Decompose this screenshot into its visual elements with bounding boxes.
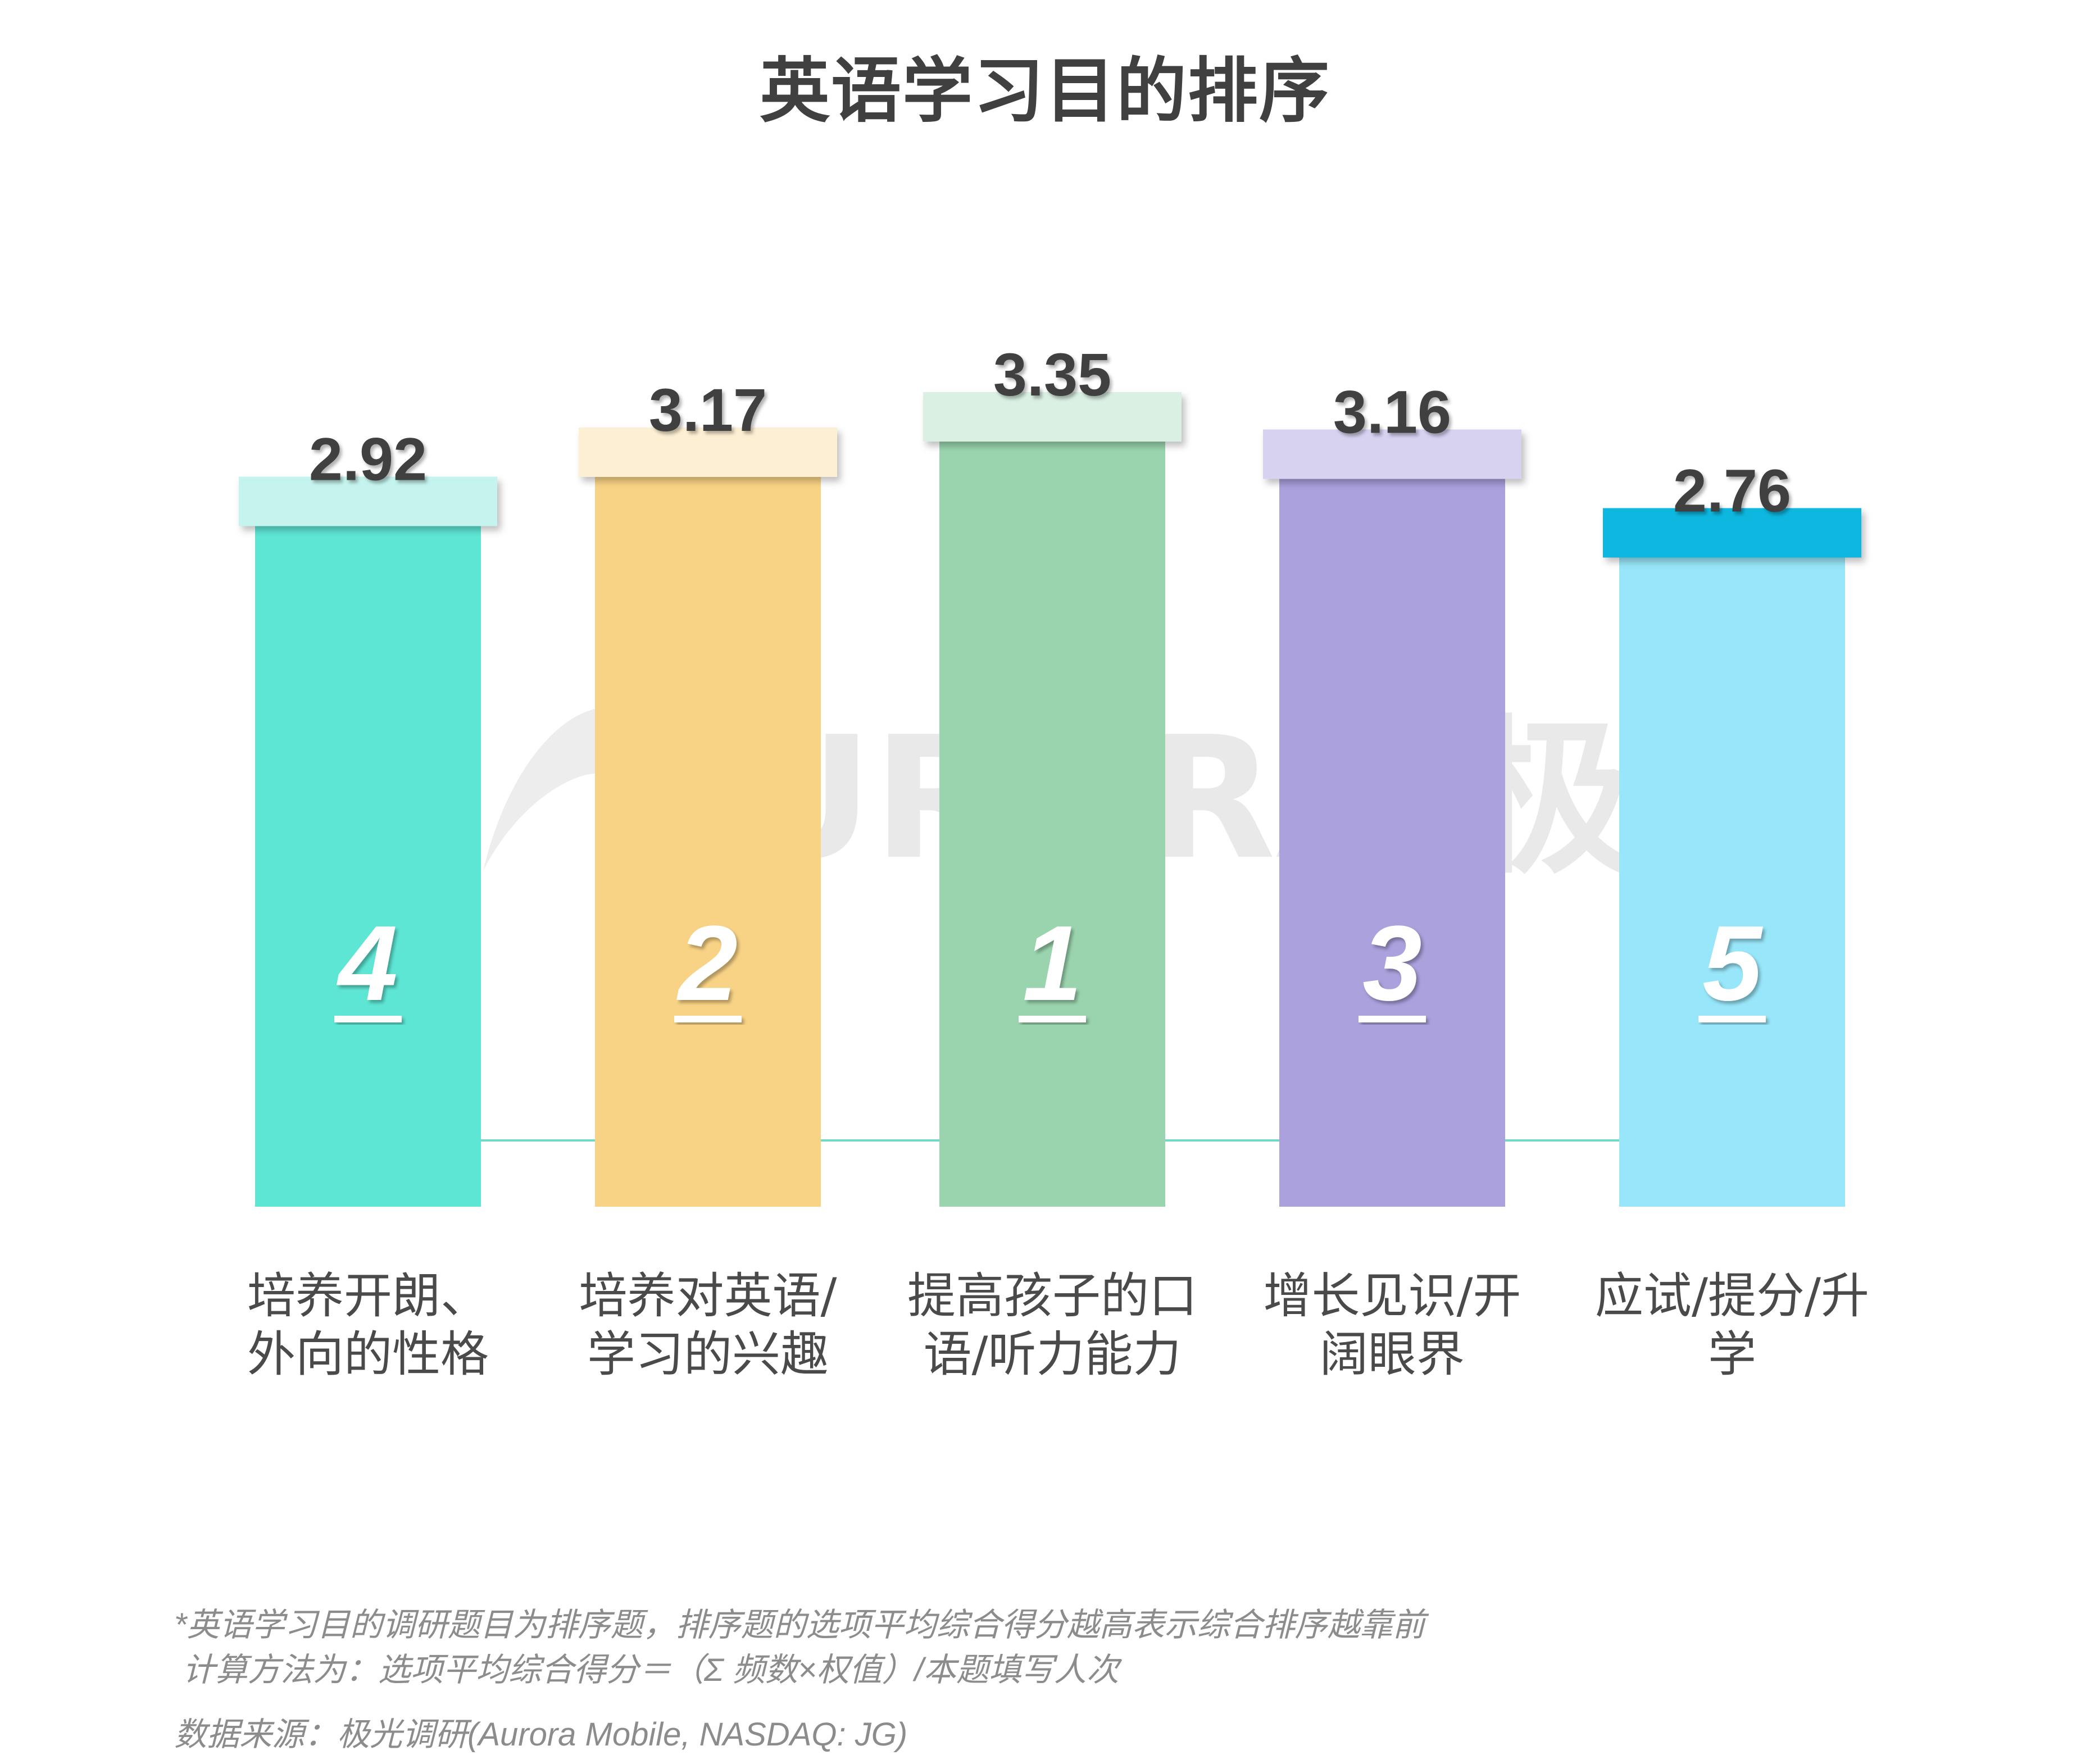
- rank-underline: [1358, 1016, 1426, 1022]
- value-label: 2.76: [1673, 457, 1791, 525]
- bar-cap: [923, 392, 1182, 442]
- bar-group: 2.76 5: [1603, 457, 1861, 1207]
- rank-underline: [1019, 1016, 1086, 1022]
- value-label: 3.16: [1333, 378, 1451, 446]
- category-label-line: 培养对英语/: [579, 1268, 837, 1324]
- category-label: 提高孩子的口 语/听力能力: [895, 1267, 1210, 1384]
- rank-underline: [1698, 1016, 1766, 1022]
- bar-cap: [579, 428, 837, 477]
- rank-number: 3: [1362, 904, 1422, 1023]
- bar: [1279, 479, 1505, 1207]
- bar-group: 2.92 4: [239, 425, 497, 1207]
- rank-number: 1: [1023, 904, 1082, 1023]
- category-label-line: 增长见识/开: [1263, 1268, 1521, 1324]
- rank-number: 2: [676, 904, 738, 1023]
- value-label: 2.92: [309, 425, 427, 493]
- rank-number: 5: [1702, 904, 1763, 1023]
- footnote-method: *英语学习目的调研题目为排序题，排序题的选项平均综合得分越高表示综合排序越靠前: [174, 1607, 1425, 1643]
- category-label-line: 培养开朗、: [247, 1268, 489, 1324]
- category-label-line: 语/听力能力: [923, 1326, 1182, 1383]
- category-label-line: 学习的兴趣: [587, 1326, 829, 1383]
- bar: [255, 526, 481, 1207]
- bar-group: 3.35 1: [923, 340, 1182, 1207]
- value-label: 3.35: [993, 340, 1111, 408]
- bar-cap: [1603, 508, 1861, 558]
- category-label-line: 应试/提分/升: [1595, 1268, 1869, 1324]
- data-source: 数据来源：极光调研(Aurora Mobile, NASDAQ: JG): [174, 1716, 908, 1753]
- bar: [1619, 557, 1845, 1207]
- bar: [595, 477, 821, 1207]
- bar-cap: [1263, 429, 1521, 479]
- value-label: 3.17: [649, 376, 767, 444]
- category-label: 培养对英语/学习的兴趣: [551, 1267, 865, 1384]
- bar-group: 3.17 2: [579, 376, 837, 1207]
- chart-title: 英语学习目的排序: [760, 51, 1330, 132]
- bar-cap: [239, 476, 497, 526]
- rank-number: 4: [336, 904, 398, 1023]
- category-label-line: 阔眼界: [1320, 1326, 1465, 1383]
- category-label: 培养开朗、 外向的性格: [211, 1267, 525, 1384]
- category-label: 增长见识/开 阔眼界: [1235, 1267, 1550, 1384]
- bar-group: 3.16 3: [1263, 378, 1521, 1207]
- bar: [939, 442, 1165, 1207]
- rank-underline: [334, 1016, 402, 1022]
- footnote-formula: 计算方法为：选项平均综合得分＝（Σ 频数×权值）/本题填写人次: [183, 1652, 1119, 1688]
- category-label-line: 提高孩子的口: [907, 1268, 1197, 1324]
- category-label: 应试/提分/升学: [1575, 1267, 1889, 1384]
- category-label-line: 外向的性格: [247, 1326, 489, 1383]
- category-label-line: 学: [1708, 1326, 1756, 1383]
- rank-underline: [674, 1016, 742, 1022]
